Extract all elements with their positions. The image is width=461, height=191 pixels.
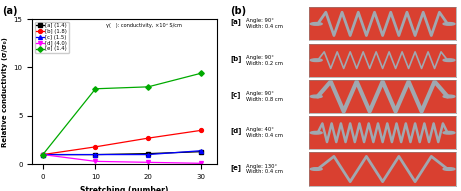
Line: [b] (1.8): [b] (1.8) (41, 128, 203, 157)
[b] (1.8) (93, 146, 98, 148)
Text: [e]: [e] (230, 164, 242, 171)
[a] (1.4) (198, 151, 204, 153)
Text: Angle: 90°
Width: 0.4 cm: Angle: 90° Width: 0.4 cm (246, 19, 283, 29)
[d] (4.0) (93, 160, 98, 163)
[e] (1.4) (93, 88, 98, 90)
[e] (1.4) (145, 86, 151, 88)
[a] (1.4) (40, 153, 46, 156)
Circle shape (310, 59, 322, 62)
[b] (1.8) (198, 129, 204, 132)
Circle shape (310, 168, 322, 170)
[e] (1.4) (40, 153, 46, 156)
Text: (a): (a) (2, 6, 18, 16)
Text: Angle: 40°
Width: 0.4 cm: Angle: 40° Width: 0.4 cm (246, 127, 283, 138)
[d] (4.0) (40, 153, 46, 156)
Line: [e] (1.4): [e] (1.4) (41, 71, 203, 157)
[c] (1.5) (93, 153, 98, 156)
Circle shape (443, 59, 455, 62)
Line: [d] (4.0): [d] (4.0) (41, 153, 203, 165)
[a] (1.4) (93, 153, 98, 156)
[d] (4.0) (198, 162, 204, 164)
Text: Angle: 90°
Width: 0.2 cm: Angle: 90° Width: 0.2 cm (246, 55, 283, 66)
[d] (4.0) (145, 161, 151, 163)
Circle shape (310, 131, 322, 134)
Line: [a] (1.4): [a] (1.4) (41, 150, 203, 157)
Text: Angle: 130°
Width: 0.4 cm: Angle: 130° Width: 0.4 cm (246, 164, 283, 174)
[c] (1.5) (145, 153, 151, 156)
Text: [d]: [d] (230, 127, 242, 134)
[e] (1.4) (198, 72, 204, 74)
[c] (1.5) (40, 153, 46, 156)
[a] (1.4) (145, 152, 151, 155)
Text: Angle: 90°
Width: 0.8 cm: Angle: 90° Width: 0.8 cm (246, 91, 283, 102)
Text: γ(   ): conductivity, ×10⁵ S/cm: γ( ): conductivity, ×10⁵ S/cm (106, 23, 182, 28)
Y-axis label: Relative conductivity (σ/σ₀): Relative conductivity (σ/σ₀) (2, 37, 8, 147)
Circle shape (443, 23, 455, 25)
Circle shape (443, 95, 455, 98)
Circle shape (310, 23, 322, 25)
Text: [b]: [b] (230, 55, 242, 62)
[b] (1.8) (40, 153, 46, 156)
Text: [a]: [a] (230, 19, 242, 25)
Circle shape (443, 168, 455, 170)
Circle shape (443, 131, 455, 134)
[b] (1.8) (145, 137, 151, 139)
Text: [c]: [c] (230, 91, 241, 98)
X-axis label: Stretching (number): Stretching (number) (80, 185, 169, 191)
[c] (1.5) (198, 150, 204, 152)
Legend: [a] (1.4), [b] (1.8), [c] (1.5), [d] (4.0), [e] (1.4): [a] (1.4), [b] (1.8), [c] (1.5), [d] (4.… (35, 22, 69, 53)
Circle shape (310, 95, 322, 98)
Text: (b): (b) (230, 6, 247, 16)
Line: [c] (1.5): [c] (1.5) (41, 149, 203, 157)
